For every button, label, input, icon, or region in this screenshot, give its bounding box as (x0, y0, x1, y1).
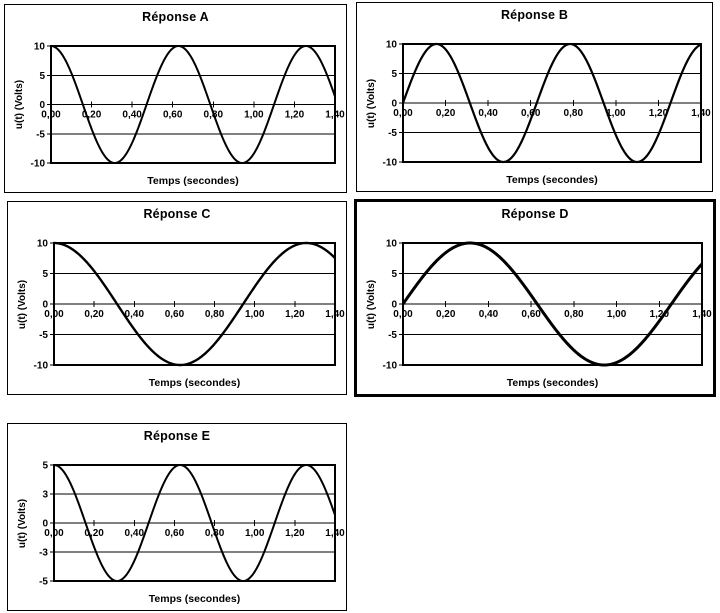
plot-frame (50, 45, 336, 164)
x-tick-label: 1,00 (607, 309, 627, 320)
x-tick-label: 0,40 (125, 528, 145, 539)
y-tick-label: -5 (36, 129, 45, 140)
chart-panel-reponse-d: Réponse D u(t) (Volts) 10 5 0 -5 -10 0,00 0,20… (354, 199, 716, 397)
sine-curve (402, 241, 703, 367)
chart-title: Réponse E (143, 429, 211, 443)
y-tick-label: -10 (34, 361, 49, 372)
y-tick-label: 10 (34, 42, 46, 53)
y-tick-label: 10 (386, 40, 398, 51)
y-tick-label: 5 (42, 461, 48, 472)
x-tick-label: 0,80 (205, 309, 225, 320)
sine-curve (50, 45, 336, 164)
y-tick-label: 0 (391, 300, 397, 311)
x-tick-label: 0,40 (478, 108, 498, 119)
y-axis-ticks: 10 5 0 -5 -10 (34, 239, 54, 372)
x-tick-label: 0,60 (521, 108, 541, 119)
x-tick-label: 0,60 (165, 309, 185, 320)
x-tick-label: 0,20 (84, 528, 104, 539)
x-tick-label: 1,00 (245, 309, 265, 320)
y-tick-label: 10 (37, 239, 49, 250)
x-tick-label: 1,20 (649, 108, 669, 119)
sine-curve (402, 42, 702, 164)
y-tick-label: -3 (39, 548, 48, 559)
x-axis-title: Temps (secondes) (147, 175, 239, 187)
x-tick-label: 1,00 (245, 528, 265, 539)
y-axis-ticks: 10 5 0 -5 -10 (31, 42, 51, 170)
y-tick-label: 10 (386, 239, 398, 250)
chart-title: Réponse A (142, 10, 209, 24)
y-tick-label: -5 (39, 577, 48, 588)
x-axis-title: Temps (secondes) (506, 174, 598, 186)
y-axis-ticks: 10 5 0 -5 -10 (383, 239, 403, 372)
gridlines (403, 73, 701, 133)
plot-frame (53, 464, 336, 582)
x-tick-label: 0,60 (165, 528, 185, 539)
y-tick-label: 5 (42, 269, 48, 280)
plot-frame (53, 242, 336, 366)
y-axis-ticks: 10 5 0 -5 -10 (383, 40, 403, 169)
y-tick-label: 5 (391, 69, 397, 80)
x-tick-label: 0,60 (163, 110, 183, 121)
x-tick-label: 1,20 (285, 309, 305, 320)
sine-wave-plot-e: 530-3-50,00 0,20 0,40 0,60 0,80 1,00 1,20 1,40 (39, 461, 345, 588)
x-tick-label: 0,20 (82, 110, 102, 121)
sine-curve (53, 464, 336, 582)
chart-title: Réponse C (143, 207, 211, 221)
x-axis-title: Temps (secondes) (148, 593, 241, 605)
x-tick-label: 0,20 (436, 309, 456, 320)
gridlines (54, 273, 335, 335)
x-tick-label: 0,20 (436, 108, 456, 119)
x-tick-label: 1,20 (285, 110, 305, 121)
x-tick-label: 0,20 (84, 309, 104, 320)
x-tick-label: 0,60 (521, 309, 541, 320)
x-tick-label: 0,80 (564, 108, 584, 119)
y-tick-label: -10 (383, 361, 398, 372)
gridlines (51, 74, 335, 135)
chart-title: Réponse D (501, 207, 569, 221)
x-tick-label: 0,80 (564, 309, 584, 320)
x-tick-label: 0,40 (122, 110, 142, 121)
y-tick-label: 0 (42, 519, 48, 530)
y-tick-label: 5 (391, 269, 397, 280)
y-tick-label: -10 (31, 159, 46, 170)
y-tick-label: 3 (42, 490, 48, 501)
x-axis-title: Temps (secondes) (148, 377, 241, 389)
x-tick-label: 1,20 (285, 528, 305, 539)
chart-panel-reponse-b: Réponse B u(t) (Volts) 10 5 0 -5 -10 0,00 0,20… (356, 2, 713, 192)
gridlines (403, 273, 702, 335)
y-tick-label: -10 (383, 158, 398, 169)
sine-curve (53, 241, 336, 367)
x-tick-label: 1,00 (244, 110, 264, 121)
chart-panel-reponse-c: Réponse C u(t) (Volts) 10 5 0 -5 -10 0,00 0,20… (7, 201, 347, 395)
x-axis-title: Temps (secondes) (506, 377, 599, 389)
y-tick-label: -5 (39, 330, 48, 341)
chart-panel-reponse-a: Réponse A u(t) (Volts) 10 5 0 -5 -10 0,00 0,20… (4, 4, 347, 193)
x-tick-label: 1,20 (650, 309, 670, 320)
x-tick-label: 1,00 (606, 108, 626, 119)
chart-title: Réponse B (500, 8, 569, 22)
x-tick-label: 0,40 (125, 309, 145, 320)
y-tick-label: 0 (391, 99, 397, 110)
y-axis-ticks: 5 3 0 -3 -5 (39, 461, 54, 588)
y-tick-label: -5 (388, 330, 397, 341)
y-tick-label: 5 (39, 71, 45, 82)
y-tick-label: 0 (39, 100, 45, 111)
x-tick-label: 0,40 (479, 309, 499, 320)
chart-panel-reponse-e: Réponse E u(t) (Volts) 5 3 0 -3 -5 0,00 0,20 0,… (7, 423, 347, 611)
y-tick-label: 0 (42, 300, 48, 311)
y-tick-label: -5 (388, 128, 397, 139)
gridlines (54, 493, 335, 553)
